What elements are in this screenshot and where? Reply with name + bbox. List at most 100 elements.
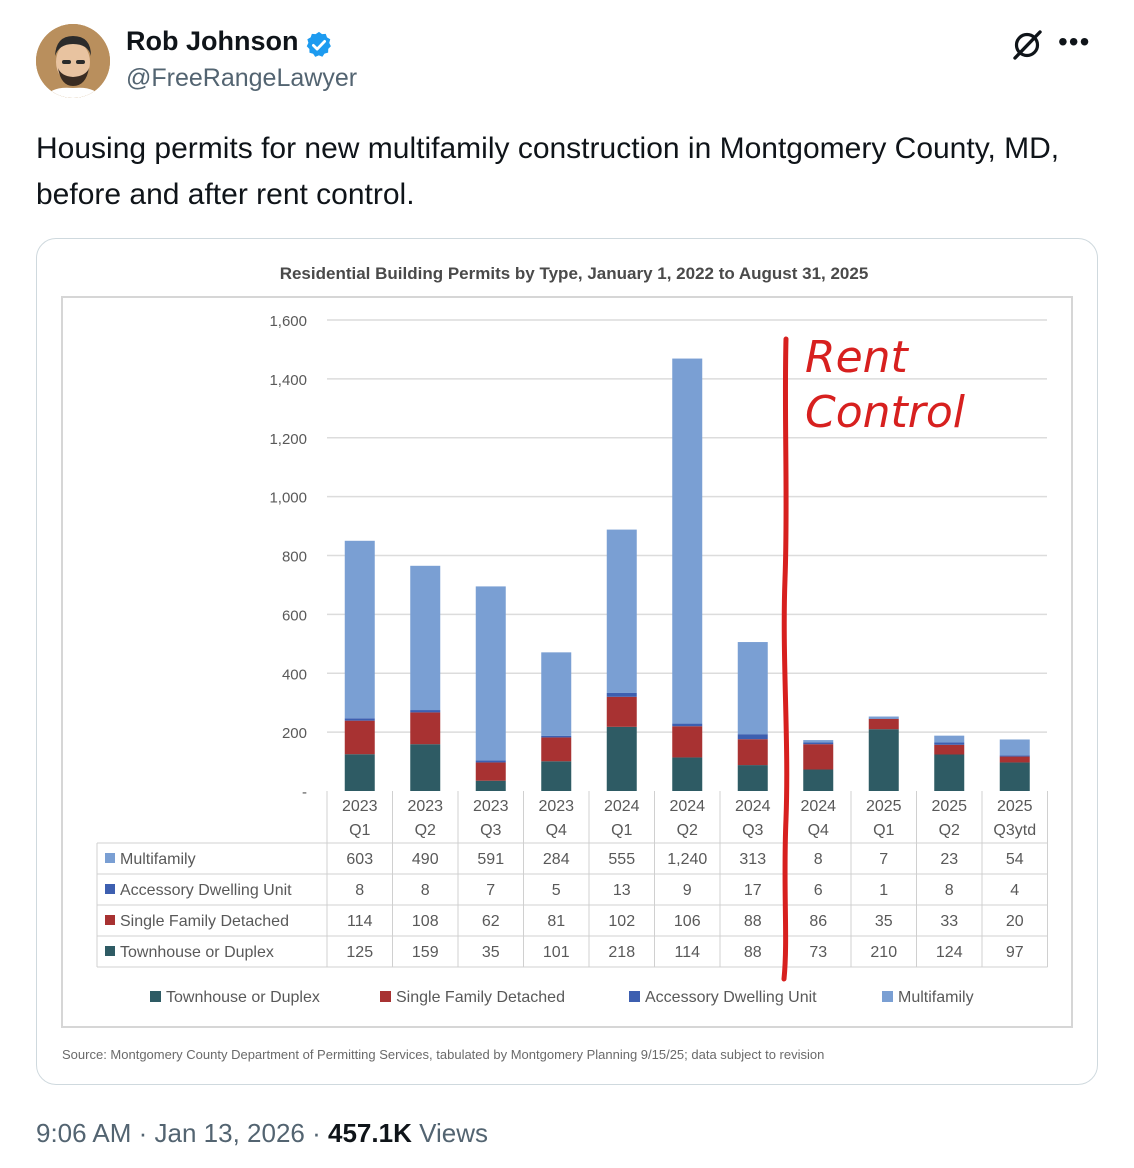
category-quarter: Q2 xyxy=(939,822,960,839)
table-cell: 218 xyxy=(608,944,635,961)
data-table: 2023Q12023Q22023Q32023Q42024Q12024Q22024… xyxy=(96,791,1048,968)
bar-segment xyxy=(803,744,834,770)
legend-swatch xyxy=(629,991,640,1002)
table-cell: 20 xyxy=(1006,913,1024,930)
tweet-date[interactable]: Jan 13, 2026 xyxy=(154,1118,305,1148)
bar-segment xyxy=(737,642,768,735)
bar-segment xyxy=(541,737,572,762)
avatar[interactable] xyxy=(36,24,110,98)
table-cell: 9 xyxy=(683,882,692,899)
grok-icon[interactable] xyxy=(1010,28,1044,62)
bar-segment xyxy=(934,742,965,745)
table-cell: 35 xyxy=(875,913,893,930)
bar-segment xyxy=(672,757,703,791)
bars xyxy=(344,358,1030,791)
bar-segment xyxy=(737,734,768,740)
legend-label: Multifamily xyxy=(898,989,974,1006)
bar-segment xyxy=(999,756,1030,763)
bar-segment xyxy=(410,565,441,711)
category-year: 2025 xyxy=(866,798,902,815)
table-cell: 6 xyxy=(814,882,823,899)
bar-segment xyxy=(606,726,637,791)
y-tick-label: 400 xyxy=(282,666,307,683)
legend-label: Accessory Dwelling Unit xyxy=(645,989,817,1006)
bar-segment xyxy=(475,762,506,781)
table-cell: 7 xyxy=(486,882,495,899)
tweet-time[interactable]: 9:06 AM xyxy=(36,1118,132,1148)
rent-control-label-line2: Control xyxy=(805,387,966,438)
table-cell: 86 xyxy=(809,913,827,930)
table-cell: 210 xyxy=(870,944,897,961)
category-quarter: Q3 xyxy=(742,822,763,839)
chart-frame xyxy=(61,296,1073,1028)
table-cell: 88 xyxy=(744,944,762,961)
bar-segment xyxy=(541,761,572,791)
table-cell: 124 xyxy=(936,944,963,961)
category-quarter: Q3ytd xyxy=(993,822,1036,839)
bar-segment xyxy=(868,729,899,791)
chart-title: Residential Building Permits by Type, Ja… xyxy=(280,264,869,283)
table-cell: 33 xyxy=(940,913,958,930)
table-cell: 54 xyxy=(1006,851,1024,868)
bar-segment xyxy=(672,358,703,724)
legend-label: Townhouse or Duplex xyxy=(166,989,320,1006)
bar-segment xyxy=(803,769,834,791)
bar-segment xyxy=(606,692,637,697)
table-cell: 106 xyxy=(674,913,701,930)
legend-swatch xyxy=(150,991,161,1002)
y-tick-label: 800 xyxy=(282,549,307,566)
table-cell: 102 xyxy=(608,913,635,930)
y-tick-label: 1,600 xyxy=(269,313,307,330)
legend-swatch xyxy=(882,991,893,1002)
table-cell: 62 xyxy=(482,913,500,930)
table-row-label: Multifamily xyxy=(120,851,196,868)
bar-segment xyxy=(541,735,572,738)
table-cell: 81 xyxy=(547,913,565,930)
table-cell: 125 xyxy=(346,944,373,961)
category-quarter: Q1 xyxy=(349,822,370,839)
meta-separator: · xyxy=(312,1118,329,1148)
tweet-image-card[interactable]: Residential Building Permits by Type, Ja… xyxy=(36,238,1098,1085)
table-cell: 1 xyxy=(879,882,888,899)
table-cell: 603 xyxy=(346,851,373,868)
y-tick-label: 1,400 xyxy=(269,372,307,389)
table-cell: 101 xyxy=(543,944,570,961)
category-quarter: Q2 xyxy=(677,822,698,839)
bar-segment xyxy=(934,735,965,743)
y-tick-label: 1,200 xyxy=(269,431,307,448)
table-cell: 591 xyxy=(477,851,504,868)
table-row-swatch xyxy=(105,915,115,925)
legend: Townhouse or Duplex Single Family Detache… xyxy=(150,989,974,1006)
rent-control-annotation: Rent Control xyxy=(781,332,966,982)
table-cell: 97 xyxy=(1006,944,1024,961)
more-options-icon[interactable]: ••• xyxy=(1058,26,1091,57)
bar-segment xyxy=(344,540,375,719)
category-year: 2024 xyxy=(735,798,771,815)
bar-segment xyxy=(803,740,834,743)
table-cell: 114 xyxy=(347,913,373,930)
tweet-text: Housing permits for new multifamily cons… xyxy=(36,132,1060,211)
table-cell: 159 xyxy=(412,944,439,961)
table-cell: 7 xyxy=(879,851,888,868)
permits-chart: Residential Building Permits by Type, Ja… xyxy=(61,264,1073,1062)
category-year: 2023 xyxy=(473,798,509,815)
table-cell: 284 xyxy=(543,851,570,868)
table-cell: 114 xyxy=(674,944,700,961)
category-quarter: Q2 xyxy=(415,822,436,839)
bar-segment xyxy=(803,742,834,745)
table-row-swatch xyxy=(105,853,115,863)
y-tick-label: 200 xyxy=(282,725,307,742)
table-cell: 13 xyxy=(613,882,631,899)
table-row-swatch xyxy=(105,946,115,956)
bar-segment xyxy=(475,760,506,763)
bar-segment xyxy=(606,529,637,693)
bar-segment xyxy=(934,754,965,791)
table-cell: 23 xyxy=(940,851,958,868)
category-year: 2025 xyxy=(931,798,967,815)
author-name[interactable]: Rob Johnson xyxy=(126,26,299,56)
y-tick-label: 600 xyxy=(282,607,307,624)
author-handle[interactable]: @FreeRangeLawyer xyxy=(126,64,358,92)
table-cell: 17 xyxy=(744,882,762,899)
bar-segment xyxy=(672,723,703,727)
category-year: 2023 xyxy=(538,798,574,815)
